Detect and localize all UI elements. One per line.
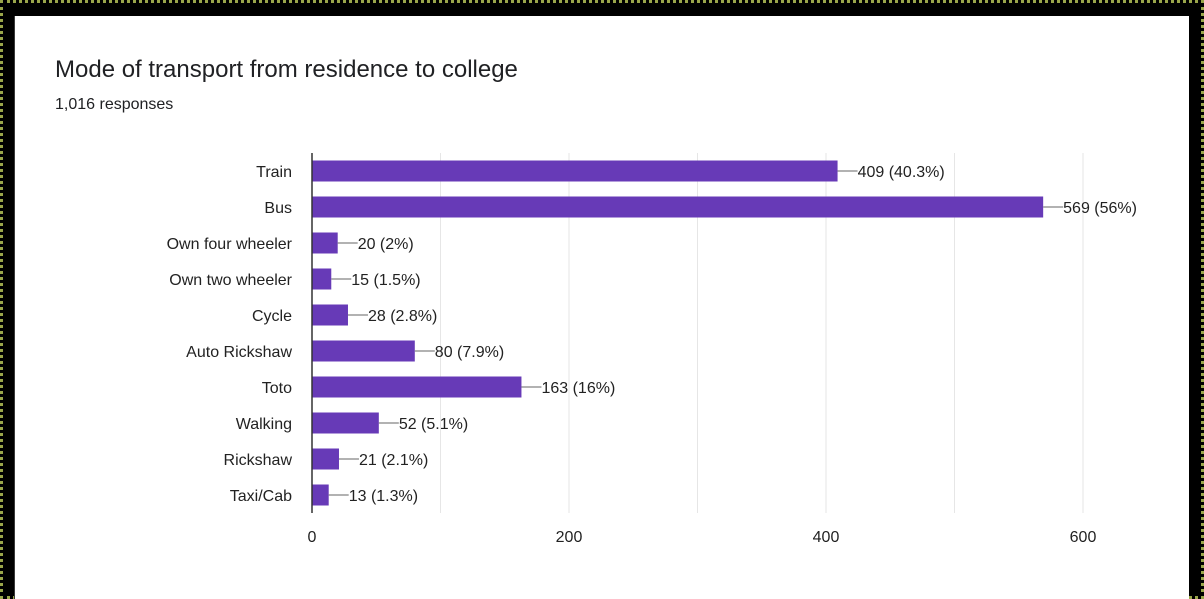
data-label: 409 (40.3%) <box>858 164 945 181</box>
data-label: 13 (1.3%) <box>349 488 418 505</box>
bar-9 <box>312 484 329 506</box>
bar-1 <box>312 196 1044 218</box>
bar-3 <box>312 268 332 290</box>
data-label: 80 (7.9%) <box>435 344 504 361</box>
category-label: Toto <box>262 380 292 397</box>
data-label: 569 (56%) <box>1063 200 1137 217</box>
category-label: Bus <box>264 200 292 217</box>
category-label: Cycle <box>252 308 292 325</box>
data-label: 21 (2.1%) <box>359 452 428 469</box>
x-tick-label: 400 <box>813 529 840 546</box>
category-label: Auto Rickshaw <box>186 344 292 361</box>
data-label: 163 (16%) <box>541 380 615 397</box>
bar-8 <box>312 448 339 470</box>
bar-chart: Train 409 (40.3%) Bus 569 (56%) Own four whe… <box>167 153 1137 546</box>
category-label: Taxi/Cab <box>230 488 292 505</box>
x-tick-label: 0 <box>308 529 317 546</box>
bar-5 <box>312 340 415 362</box>
data-label: 52 (5.1%) <box>399 416 468 433</box>
chart-card: Mode of transport from residence to coll… <box>14 16 1189 599</box>
data-label: 28 (2.8%) <box>368 308 437 325</box>
category-label: Train <box>256 164 292 181</box>
data-label: 20 (2%) <box>358 236 414 253</box>
category-label: Own two wheeler <box>169 272 292 289</box>
data-label: 15 (1.5%) <box>351 272 420 289</box>
category-label: Walking <box>236 416 292 433</box>
bar-0 <box>312 160 838 182</box>
response-count: 1,016 responses <box>55 96 174 113</box>
chart-title: Mode of transport from residence to coll… <box>55 56 518 83</box>
bar-2 <box>312 232 338 254</box>
bar-6 <box>312 376 522 398</box>
x-tick-label: 600 <box>1070 529 1097 546</box>
category-label: Own four wheeler <box>167 236 293 253</box>
bar-7 <box>312 412 379 434</box>
category-label: Rickshaw <box>224 452 293 469</box>
x-tick-label: 200 <box>556 529 583 546</box>
bar-4 <box>312 304 348 326</box>
